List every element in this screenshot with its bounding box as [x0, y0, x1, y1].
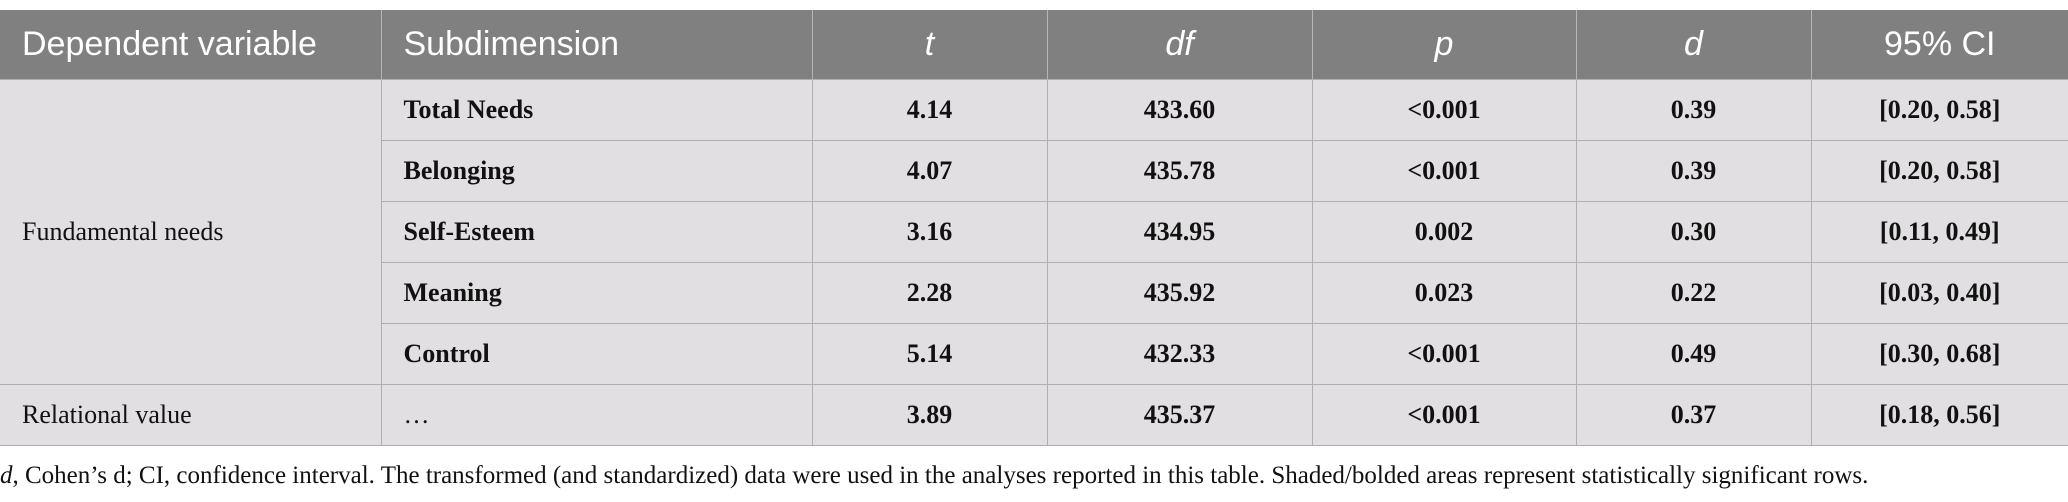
header-cell: 95% CI [1810, 10, 2068, 80]
value-cell: 435.92 [1046, 262, 1313, 324]
note-text: , Cohen’s d; CI, confidence interval. Th… [12, 462, 1869, 489]
table-note: d, Cohen’s d; CI, confidence interval. T… [0, 462, 1868, 490]
table-row: Self-Esteem 3.16 434.95 0.002 0.30 [0.11, 0.4… [0, 201, 2068, 263]
table-row: Meaning 2.28 435.92 0.023 0.22 [0.03, 0.40] [0, 262, 2068, 324]
subdimension: Control [381, 323, 813, 385]
value-cell: 5.14 [811, 323, 1048, 385]
subdimension: Self-Esteem [381, 201, 813, 263]
value-cell: 2.28 [811, 262, 1048, 324]
value-cell: 435.37 [1046, 384, 1313, 446]
header-cell: t [811, 10, 1047, 80]
subdimension: … [380, 384, 813, 446]
value-cell: 0.39 [1575, 140, 1812, 202]
value-cell: 435.78 [1046, 140, 1313, 202]
value-cell: 0.39 [1575, 79, 1812, 141]
value-cell: 4.07 [811, 140, 1048, 202]
value-cell: [0.11, 0.49] [1810, 201, 2068, 263]
value-cell: 432.33 [1046, 323, 1313, 385]
value-cell: 0.22 [1575, 262, 1812, 324]
results-table: Dependent variable Subdimension t df p d 95% C… [0, 10, 2068, 446]
subdimension: Belonging [381, 140, 813, 202]
value-cell: 0.37 [1575, 384, 1812, 446]
dependent-variable: Fundamental needs [0, 79, 382, 385]
subdimension: Meaning [381, 262, 813, 324]
header-cell: p [1311, 10, 1576, 80]
table-row: Relational value… 3.89 435.37 <0.001 0.37 [0.… [0, 384, 2068, 446]
value-cell: 3.89 [811, 384, 1048, 446]
table-row: Control 5.14 432.33 <0.001 0.49 [0.30, 0.68] [0, 323, 2068, 385]
value-cell: [0.03, 0.40] [1810, 262, 2068, 324]
value-cell: 434.95 [1046, 201, 1313, 263]
value-cell: 0.023 [1311, 262, 1577, 324]
dependent-variable: Relational value [0, 384, 382, 446]
value-cell: <0.001 [1311, 384, 1577, 446]
value-cell: [0.20, 0.58] [1810, 79, 2068, 141]
header-row: Dependent variable Subdimension t df p d 95% C… [0, 10, 2068, 80]
header-cell: df [1046, 10, 1312, 80]
value-cell: 0.30 [1575, 201, 1812, 263]
header-cell: Subdimension [380, 10, 812, 80]
header-cell: d [1575, 10, 1811, 80]
value-cell: 3.16 [811, 201, 1048, 263]
value-cell: 0.49 [1575, 323, 1812, 385]
table-body: Fundamental needs Total Needs 4.14 433.60 <0… [0, 79, 2068, 446]
value-cell: <0.001 [1311, 79, 1577, 141]
value-cell: 4.14 [811, 79, 1048, 141]
subdimension: Total Needs [380, 79, 813, 141]
table-row: Fundamental needs Total Needs 4.14 433.60 <0… [0, 79, 2068, 385]
value-cell: 433.60 [1046, 79, 1313, 141]
value-cell: <0.001 [1311, 323, 1577, 385]
value-cell: 0.002 [1311, 201, 1577, 263]
header-cell: Dependent variable [0, 10, 381, 80]
value-cell: [0.18, 0.56] [1810, 384, 2068, 446]
note-symbol: d [0, 462, 13, 489]
table-row: Belonging 4.07 435.78 <0.001 0.39 [0.20, 0.58… [0, 140, 2068, 202]
value-cell: <0.001 [1311, 140, 1577, 202]
value-cell: [0.20, 0.58] [1810, 140, 2068, 202]
value-cell: [0.30, 0.68] [1810, 323, 2068, 385]
